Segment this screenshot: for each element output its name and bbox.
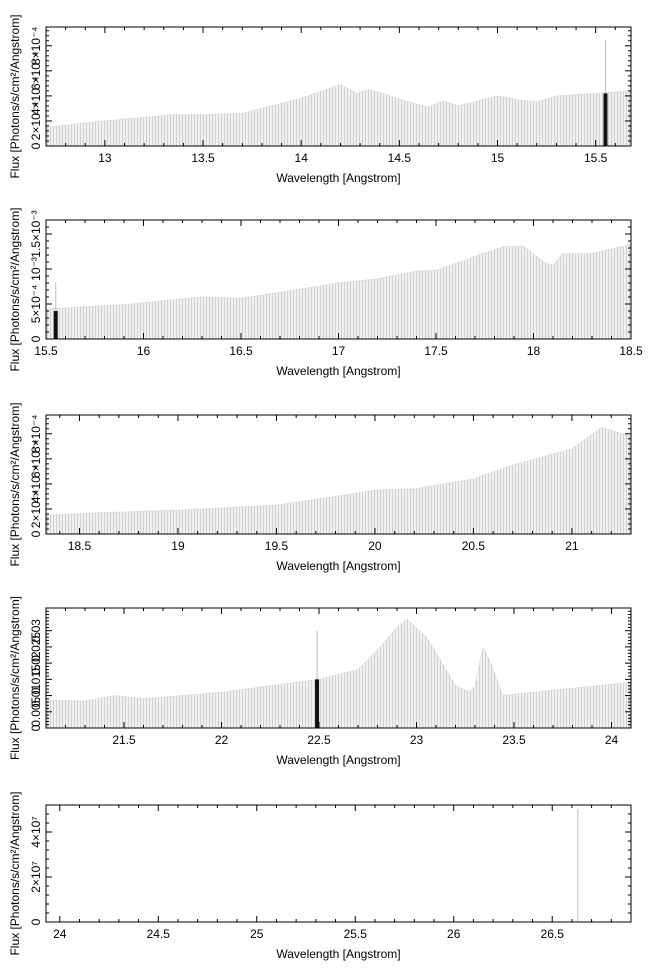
x-tick-label: 15 xyxy=(491,151,505,165)
x-axis-label: Wavelength [Angstrom] xyxy=(276,171,400,185)
x-tick-label: 13.5 xyxy=(191,151,215,165)
x-tick-label: 24 xyxy=(53,927,67,941)
x-tick-label: 22 xyxy=(215,733,229,747)
x-axis-label: Wavelength [Angstrom] xyxy=(276,753,400,767)
y-tick-label: 2×10⁻⁴ xyxy=(29,490,43,529)
x-tick-label: 24.5 xyxy=(147,927,171,941)
x-tick-label: 20 xyxy=(368,539,382,553)
x-tick-label: 15.5 xyxy=(34,344,58,358)
x-tick-label: 18 xyxy=(527,344,541,358)
x-tick-label: 25 xyxy=(250,927,264,941)
y-tick-label: 0 xyxy=(29,530,43,537)
x-tick-label: 18.5 xyxy=(68,539,92,553)
plot-frame xyxy=(45,26,632,147)
x-tick-label: 20.5 xyxy=(462,539,486,553)
x-tick-label: 25.5 xyxy=(344,927,368,941)
y-tick-label: 4×10⁻⁴ xyxy=(29,77,43,116)
x-tick-label: 23 xyxy=(410,733,424,747)
x-tick-label: 15.5 xyxy=(584,151,608,165)
y-tick-label: 0.025 xyxy=(29,632,43,662)
y-tick-label: 0.03 xyxy=(29,619,43,643)
spike-bar xyxy=(53,311,58,339)
x-tick-label: 19.5 xyxy=(265,539,289,553)
y-tick-label: 4×10⁷ xyxy=(29,816,43,847)
spectrum-area xyxy=(45,619,632,729)
spectrum-area xyxy=(45,427,632,535)
y-tick-label: 6×10⁻⁴ xyxy=(29,52,43,91)
y-tick-label: 6×10⁻⁴ xyxy=(29,440,43,479)
x-axis-label: Wavelength [Angstrom] xyxy=(276,559,400,573)
x-tick-label: 21 xyxy=(565,539,579,553)
x-tick-label: 16.5 xyxy=(229,344,253,358)
x-tick-label: 26 xyxy=(447,927,461,941)
y-tick-label: 4×10⁻⁴ xyxy=(29,465,43,504)
y-tick-label: 0.01 xyxy=(29,684,43,708)
plot-frame xyxy=(45,414,632,535)
y-tick-label: 0.015 xyxy=(29,664,43,694)
x-tick-label: 26.5 xyxy=(541,927,565,941)
spike-bar xyxy=(603,93,608,146)
y-tick-label: 5×10⁻⁴ xyxy=(29,285,43,324)
y-tick-label: 0 xyxy=(29,335,43,342)
panel-3: 18.5 19 19.5 20 20.5 21 02×10⁻⁴4×10⁻⁴6×10⁻⁴8×1… xyxy=(8,402,632,573)
x-tick-label: 14 xyxy=(295,151,309,165)
x-tick-label: 18.5 xyxy=(619,344,643,358)
spike-bar xyxy=(315,679,320,728)
y-tick-label: 2×10⁷ xyxy=(29,861,43,892)
y-tick-label: 10⁻³ xyxy=(29,257,43,281)
spectrum-bins xyxy=(47,244,630,339)
x-tick-label: 16 xyxy=(137,344,151,358)
x-tick-label: 21.5 xyxy=(112,733,136,747)
x-tick-label: 24 xyxy=(605,733,619,747)
y-tick-label: 8×10⁻⁴ xyxy=(29,27,43,66)
y-axis-label: Flux [Photons/s/cm²/Angstrom] xyxy=(8,207,22,371)
x-tick-label: 14.5 xyxy=(388,151,412,165)
y-tick-label: 1.5×10⁻³ xyxy=(29,210,43,257)
y-tick-label: 0.02 xyxy=(29,651,43,675)
y-tick-label: 0.005 xyxy=(29,696,43,726)
x-axis-label: Wavelength [Angstrom] xyxy=(276,364,400,378)
spectrum-bins xyxy=(47,84,630,146)
x-tick-label: 17.5 xyxy=(424,344,448,358)
y-tick-label: 8×10⁻⁴ xyxy=(29,415,43,454)
y-tick-label: 0 xyxy=(29,142,43,149)
y-tick-label: 0 xyxy=(29,724,43,731)
spectrum-bins xyxy=(47,427,630,534)
y-axis-label: Flux [Photons/s/cm²/Angstrom] xyxy=(8,791,22,955)
x-tick-label: 13 xyxy=(98,151,112,165)
panel-2: 15.5 16 16.5 17 17.5 18 18.5 0 5×10⁻⁴ 10⁻³1.5×10⁻… xyxy=(8,207,643,378)
y-tick-label: 2×10⁻⁴ xyxy=(29,102,43,141)
y-tick-label: 0 xyxy=(29,918,43,925)
x-tick-label: 23.5 xyxy=(502,733,526,747)
y-axis-label: Flux [Photons/s/cm²/Angstrom] xyxy=(8,14,22,178)
x-tick-label: 17 xyxy=(332,344,346,358)
panel-5: 24 24.5 25 25.5 26 26.5 0 2×10⁷ 4×10⁷ Wavelength … xyxy=(8,791,632,961)
x-axis-label: Wavelength [Angstrom] xyxy=(276,947,400,961)
x-tick-label: 22.5 xyxy=(307,733,331,747)
x-tick-label: 19 xyxy=(171,539,185,553)
panel-1: 13 13.5 14 14.5 15 15.5 02×10⁻⁴4×10⁻⁴6×10⁻⁴8×1… xyxy=(8,14,632,185)
y-axis-label: Flux [Photons/s/cm²/Angstrom] xyxy=(8,402,22,566)
plot-frame xyxy=(45,804,632,923)
spectrum-bins xyxy=(47,619,630,728)
y-axis-label: Flux [Photons/s/cm²/Angstrom] xyxy=(8,596,22,760)
panel-4: 21.5 22 22.5 23 23.5 2400.0050.010.0150.020.0… xyxy=(8,596,632,767)
